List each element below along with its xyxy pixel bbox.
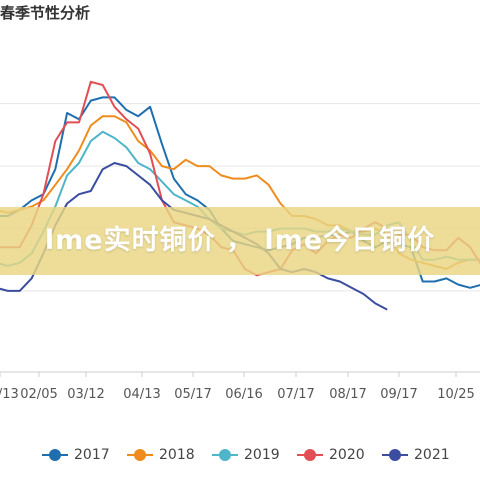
x-tick-label: 06/16 bbox=[225, 387, 262, 402]
legend-dot-icon bbox=[389, 449, 401, 461]
legend-dot-icon bbox=[304, 449, 316, 461]
legend-dot-icon bbox=[134, 449, 146, 461]
x-tick-label: 05/17 bbox=[174, 387, 211, 402]
series-layer bbox=[0, 80, 480, 311]
legend-swatch bbox=[297, 449, 323, 461]
legend-swatch bbox=[382, 449, 408, 461]
legend-item-2017[interactable]: 2017 bbox=[42, 440, 110, 470]
legend-item-2021[interactable]: 2021 bbox=[382, 440, 450, 470]
legend-label: 2020 bbox=[329, 447, 365, 463]
x-tick-label: 07/17 bbox=[277, 387, 314, 402]
legend-label: 2019 bbox=[244, 447, 280, 463]
x-tick-label: 09/17 bbox=[380, 387, 417, 402]
x-tick-label: 08/17 bbox=[329, 387, 366, 402]
legend-label: 2017 bbox=[74, 447, 110, 463]
legend-item-2019[interactable]: 2019 bbox=[212, 440, 280, 470]
legend: 2017 2018 2019 2020 2021 bbox=[0, 440, 480, 470]
legend-label: 2018 bbox=[159, 447, 195, 463]
legend-swatch bbox=[212, 449, 238, 461]
banner-text: lme实时铜价 ， lme今日铜价 bbox=[44, 225, 436, 256]
legend-item-2018[interactable]: 2018 bbox=[127, 440, 195, 470]
legend-swatch bbox=[42, 449, 68, 461]
banner-overlay: lme实时铜价 ， lme今日铜价 bbox=[0, 207, 480, 275]
legend-swatch bbox=[127, 449, 153, 461]
x-tick-label: 10/25 bbox=[437, 387, 474, 402]
x-tick-label: 03/12 bbox=[67, 387, 104, 402]
x-tick-label: 02/05 bbox=[20, 387, 57, 402]
legend-label: 2021 bbox=[414, 447, 450, 463]
legend-dot-icon bbox=[49, 449, 61, 461]
legend-item-2020[interactable]: 2020 bbox=[297, 440, 365, 470]
x-tick-label: 04/13 bbox=[123, 387, 160, 402]
x-tick-label: 01/13 bbox=[0, 387, 19, 402]
chart-title: 春季节性分析 bbox=[0, 4, 91, 22]
legend-dot-icon bbox=[219, 449, 231, 461]
